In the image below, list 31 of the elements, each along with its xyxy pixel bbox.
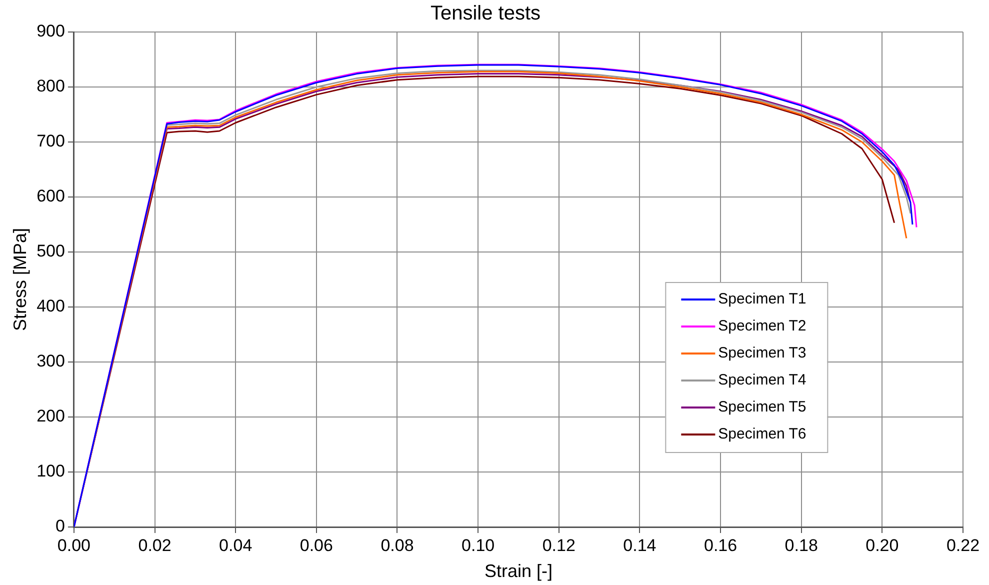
y-tick-label: 100 xyxy=(36,462,65,481)
y-tick-label: 400 xyxy=(36,296,65,316)
legend-label: Specimen T4 xyxy=(718,372,806,389)
x-tick-label: 0.16 xyxy=(704,536,738,555)
chart-title: Tensile tests xyxy=(430,2,541,25)
x-axis-title: Strain [-] xyxy=(484,561,552,582)
x-tick-label: 0.04 xyxy=(219,536,252,555)
x-tick-label: 0.06 xyxy=(300,536,333,555)
y-tick-label: 700 xyxy=(36,132,65,151)
y-tick-label: 900 xyxy=(36,22,65,41)
legend-label: Specimen T5 xyxy=(718,398,806,416)
y-tick-label: 800 xyxy=(36,76,65,96)
x-tick-label: 0.20 xyxy=(866,536,899,555)
y-tick-label: 300 xyxy=(36,352,65,371)
x-tick-label: 0.14 xyxy=(623,536,656,555)
legend-label: Specimen T1 xyxy=(718,290,806,308)
y-tick-label: 600 xyxy=(36,186,65,206)
legend-label: Specimen T6 xyxy=(718,426,806,443)
x-tick-label: 0.02 xyxy=(138,536,172,555)
y-tick-label: 200 xyxy=(36,406,65,426)
x-tick-label: 0.12 xyxy=(542,536,576,555)
x-tick-label: 0.22 xyxy=(946,536,980,555)
x-tick-label: 0.18 xyxy=(784,536,818,555)
x-tick-label: 0.08 xyxy=(380,536,414,555)
legend-label: Specimen T3 xyxy=(718,344,806,362)
x-tick-label: 0.10 xyxy=(462,536,495,555)
legend-label: Specimen T2 xyxy=(718,318,806,335)
y-tick-label: 0 xyxy=(55,516,65,536)
x-tick-label: 0.00 xyxy=(57,536,91,555)
y-tick-label: 500 xyxy=(36,242,65,261)
y-axis-title: Stress [MPa] xyxy=(10,228,30,332)
